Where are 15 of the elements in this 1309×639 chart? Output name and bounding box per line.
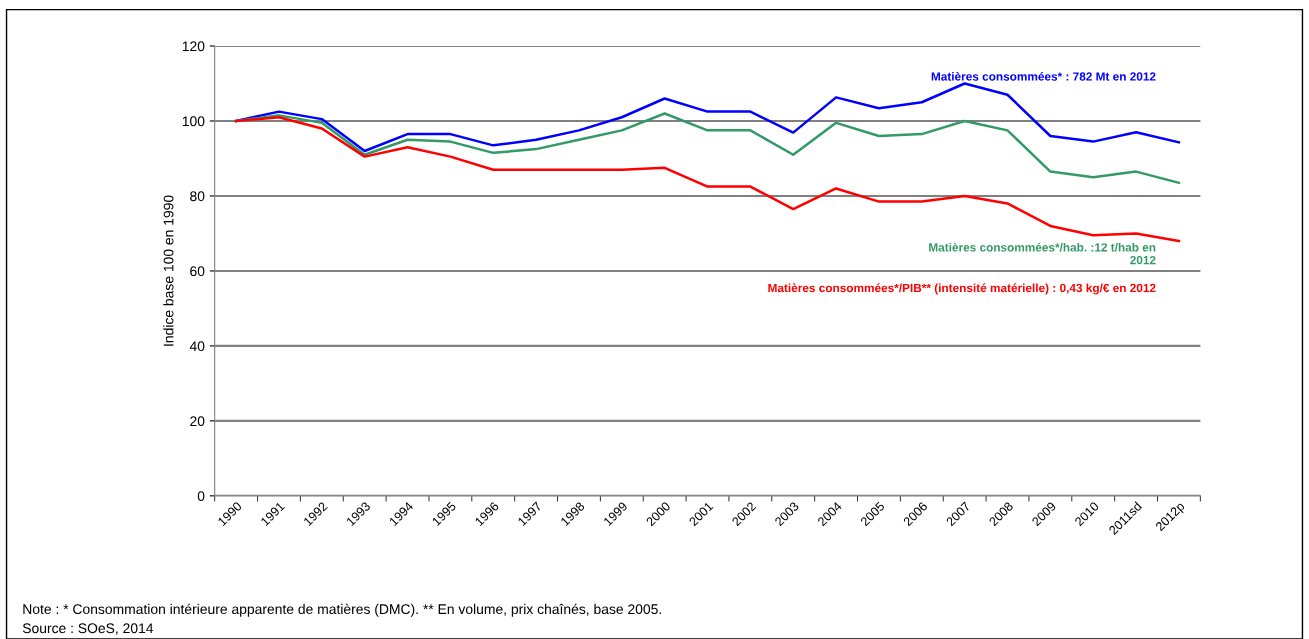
- y-tick-label: 120: [182, 41, 205, 52]
- text: Note : * Consommation intérieure apparente de matières (DMC). ** En volume, prix chaînés, base 2005.: [23, 603, 661, 617]
- line-series: [234, 115, 1181, 243]
- y-tick-label: 0: [197, 491, 205, 502]
- y-tick-label: 20: [190, 416, 205, 427]
- y-tick-label: 100: [182, 116, 205, 127]
- y-axis-title: Indice base 100 en 1990: [163, 195, 174, 346]
- y-tick-label: 60: [190, 266, 205, 277]
- line-series: [234, 82, 1181, 153]
- annotation: Matières consommées*/PIB** (intensité matérielle) : 0,43 kg/€ en 2012: [768, 283, 1156, 295]
- annotation: Matières consommées*/hab. :12 t/hab en 2012: [929, 242, 1156, 265]
- source-note: Source : SOeS, 2014: [22, 623, 154, 635]
- y-tick-label: 80: [190, 191, 205, 202]
- annotation: Matières consommées* : 782 Mt en 2012: [931, 71, 1156, 81]
- y-tick-label: 40: [189, 341, 205, 352]
